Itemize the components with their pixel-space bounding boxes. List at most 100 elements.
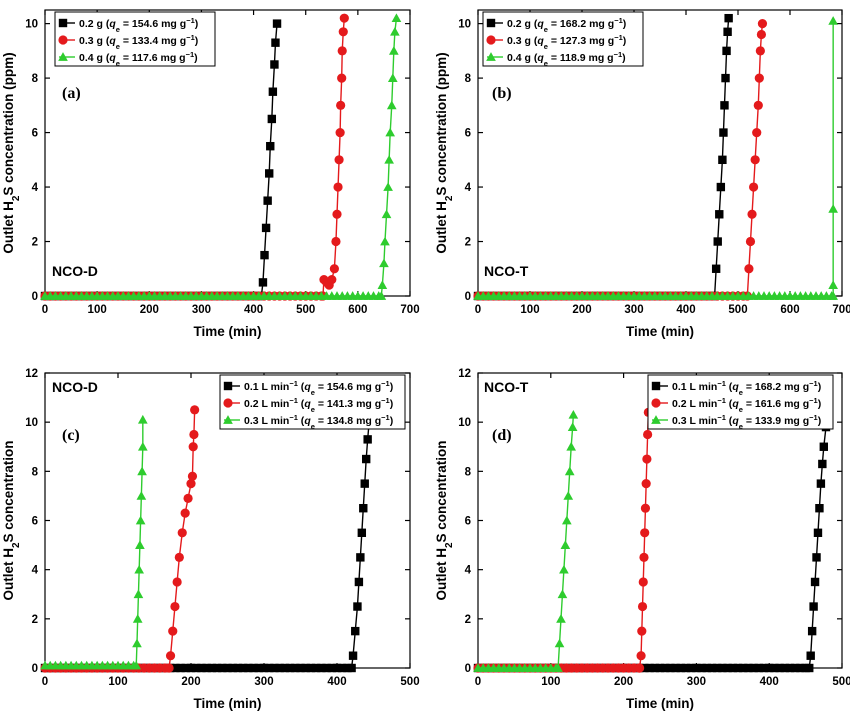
data-point bbox=[757, 19, 768, 29]
data-point bbox=[189, 429, 199, 440]
data-point bbox=[180, 508, 190, 518]
data-point bbox=[347, 663, 356, 673]
data-point bbox=[133, 589, 144, 599]
series-triangle-2 bbox=[473, 16, 838, 300]
data-point bbox=[188, 442, 198, 452]
data-point bbox=[560, 540, 571, 549]
data-point bbox=[815, 504, 824, 513]
data-point bbox=[720, 101, 729, 110]
data-point bbox=[192, 663, 201, 673]
data-point bbox=[809, 602, 818, 611]
legend-marker bbox=[486, 52, 496, 61]
data-point bbox=[331, 236, 341, 247]
data-point bbox=[186, 479, 196, 489]
y-tick-label: 0 bbox=[32, 663, 38, 675]
y-axis-title: Outlet H2S concentration (ppm) bbox=[1, 52, 22, 253]
x-tick-label: 200 bbox=[614, 676, 633, 688]
data-point bbox=[337, 73, 347, 83]
data-point bbox=[754, 73, 764, 83]
chart-panel-d: 0 100 200 300 400 500 0 2 4 6 8 10 12 Time (min) Outle… bbox=[434, 368, 850, 711]
data-point bbox=[745, 236, 756, 247]
series-square-0 bbox=[473, 413, 833, 673]
data-point bbox=[265, 169, 274, 178]
data-point bbox=[263, 196, 272, 205]
data-point bbox=[233, 663, 243, 673]
legend-box bbox=[219, 374, 406, 430]
data-point bbox=[828, 204, 838, 213]
data-point bbox=[661, 663, 670, 673]
x-tick-label: 400 bbox=[676, 304, 695, 316]
chart-panel-a: 0 100 200 300 400 500 600 700 0 2 4 6 8 10 Time (min) O… bbox=[1, 9, 420, 339]
series-line bbox=[45, 419, 144, 667]
data-point bbox=[390, 26, 400, 36]
data-point bbox=[639, 552, 649, 562]
data-point bbox=[637, 626, 647, 636]
data-point bbox=[564, 466, 575, 476]
data-point bbox=[681, 663, 691, 673]
y-tick-label: 8 bbox=[32, 466, 39, 478]
legend: 0.1 L min−1 (qe = 168.2 mg g−1)0.2 L min… bbox=[647, 374, 834, 431]
chart-panel-c: 0 100 200 300 400 500 0 2 4 6 8 10 12 Time (min) Outle… bbox=[1, 368, 420, 711]
data-point bbox=[181, 663, 190, 673]
data-point bbox=[785, 663, 795, 673]
data-point bbox=[334, 155, 344, 165]
data-point bbox=[244, 663, 253, 673]
data-point bbox=[258, 278, 268, 287]
data-point bbox=[567, 422, 578, 431]
data-point bbox=[336, 100, 346, 110]
data-point bbox=[259, 663, 269, 673]
x-tick-label: 600 bbox=[348, 304, 367, 316]
data-point bbox=[267, 114, 277, 124]
data-point bbox=[132, 614, 143, 623]
data-point bbox=[819, 442, 828, 451]
data-point bbox=[719, 128, 728, 137]
data-point bbox=[348, 651, 358, 660]
legend-entry-label: 0.2 g (qe = 154.6 mg g−1) bbox=[79, 16, 198, 34]
data-point bbox=[707, 663, 717, 673]
data-point bbox=[806, 651, 815, 660]
series-line bbox=[478, 412, 650, 669]
data-point bbox=[266, 141, 275, 151]
y-tick-label: 2 bbox=[32, 614, 38, 626]
data-point bbox=[311, 663, 321, 673]
data-point bbox=[275, 663, 284, 673]
data-point bbox=[561, 515, 572, 525]
y-axis-title: Outlet H2S concentration (ppm) bbox=[434, 52, 455, 253]
data-point bbox=[676, 663, 685, 673]
y-tick-label: 4 bbox=[465, 565, 472, 577]
legend-marker bbox=[223, 415, 233, 424]
legend-box bbox=[647, 374, 834, 430]
y-tick-label: 0 bbox=[465, 291, 471, 303]
data-point bbox=[391, 13, 402, 23]
data-point bbox=[643, 429, 653, 440]
x-tick-label: 400 bbox=[244, 304, 263, 316]
legend-marker bbox=[651, 381, 661, 391]
data-point bbox=[171, 663, 180, 673]
y-tick-label: 2 bbox=[32, 237, 38, 249]
data-point bbox=[728, 663, 737, 673]
legend-marker bbox=[223, 398, 233, 408]
data-point bbox=[380, 236, 390, 246]
panel-label: (d) bbox=[492, 427, 512, 444]
data-point bbox=[136, 491, 147, 500]
data-point bbox=[268, 87, 278, 96]
data-point bbox=[332, 209, 342, 219]
legend-marker bbox=[486, 18, 496, 28]
legend-marker bbox=[58, 52, 68, 61]
data-point bbox=[721, 73, 730, 83]
data-point bbox=[174, 552, 184, 562]
data-point bbox=[212, 663, 222, 673]
data-point bbox=[756, 29, 767, 40]
data-point bbox=[816, 479, 826, 488]
series-triangle-2 bbox=[473, 409, 579, 672]
legend-entry-label: 0.4 g (qe = 118.9 mg g−1) bbox=[507, 50, 626, 68]
y-tick-label: 4 bbox=[465, 182, 472, 194]
data-point bbox=[376, 291, 387, 300]
data-point bbox=[828, 280, 838, 289]
legend-marker bbox=[486, 35, 496, 45]
x-tick-label: 0 bbox=[475, 676, 481, 688]
data-point bbox=[749, 182, 759, 192]
data-point bbox=[697, 663, 706, 673]
data-point bbox=[135, 515, 146, 525]
x-tick-label: 300 bbox=[624, 304, 643, 316]
